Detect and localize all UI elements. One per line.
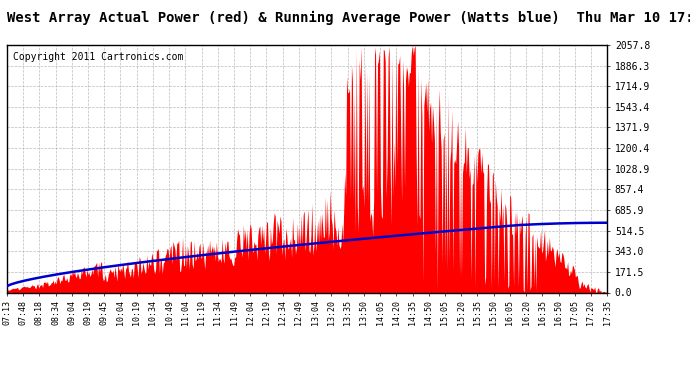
Text: Copyright 2011 Cartronics.com: Copyright 2011 Cartronics.com <box>13 53 184 62</box>
Text: West Array Actual Power (red) & Running Average Power (Watts blue)  Thu Mar 10 1: West Array Actual Power (red) & Running … <box>7 11 690 26</box>
